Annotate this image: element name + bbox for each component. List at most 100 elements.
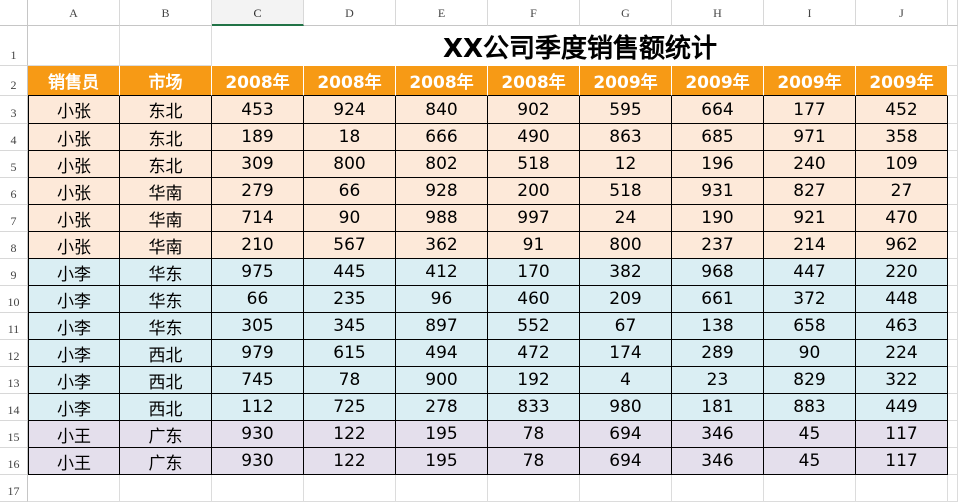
market-cell[interactable]: 华南 [120,178,212,205]
sales-value-cell[interactable]: 122 [304,448,396,475]
empty-cell[interactable] [28,475,120,502]
sales-value-cell[interactable]: 453 [212,96,304,124]
column-header-c[interactable]: C [212,0,304,26]
market-cell[interactable]: 华南 [120,232,212,259]
sales-value-cell[interactable]: 902 [488,96,580,124]
sales-value-cell[interactable]: 346 [672,421,764,448]
empty-cell[interactable] [212,475,304,502]
sales-value-cell[interactable]: 78 [488,448,580,475]
sales-value-cell[interactable]: 67 [580,313,672,340]
header-market[interactable]: 市场 [120,66,212,96]
column-header-f[interactable]: F [488,0,580,26]
sales-value-cell[interactable]: 470 [856,205,948,232]
market-cell[interactable]: 西北 [120,340,212,367]
row-header-15[interactable]: 15 [0,421,28,448]
header-year[interactable]: 2009年 [672,66,764,96]
sales-value-cell[interactable]: 78 [488,421,580,448]
sales-value-cell[interactable]: 279 [212,178,304,205]
header-year[interactable]: 2009年 [764,66,856,96]
sales-value-cell[interactable]: 930 [212,448,304,475]
market-cell[interactable]: 西北 [120,394,212,421]
salesperson-cell[interactable]: 小张 [28,96,120,124]
market-cell[interactable]: 东北 [120,96,212,124]
empty-cell[interactable] [764,475,856,502]
sales-value-cell[interactable]: 90 [304,205,396,232]
row-header-5[interactable]: 5 [0,151,28,178]
row-header-14[interactable]: 14 [0,394,28,421]
sales-value-cell[interactable]: 800 [304,151,396,178]
sales-value-cell[interactable]: 924 [304,96,396,124]
sales-value-cell[interactable]: 567 [304,232,396,259]
sales-value-cell[interactable]: 931 [672,178,764,205]
sales-value-cell[interactable]: 997 [488,205,580,232]
sales-value-cell[interactable]: 863 [580,124,672,151]
sales-value-cell[interactable]: 237 [672,232,764,259]
sales-value-cell[interactable]: 829 [764,367,856,394]
sales-value-cell[interactable]: 117 [856,421,948,448]
sales-value-cell[interactable]: 685 [672,124,764,151]
sales-value-cell[interactable]: 595 [580,96,672,124]
empty-cell[interactable] [28,26,120,66]
sales-value-cell[interactable]: 358 [856,124,948,151]
header-year[interactable]: 2009年 [856,66,948,96]
sales-value-cell[interactable]: 322 [856,367,948,394]
sales-value-cell[interactable]: 45 [764,421,856,448]
sales-value-cell[interactable]: 195 [396,448,488,475]
row-header-1[interactable]: 1 [0,26,28,66]
sales-value-cell[interactable]: 91 [488,232,580,259]
sales-value-cell[interactable]: 714 [212,205,304,232]
sales-value-cell[interactable]: 66 [212,286,304,313]
sales-value-cell[interactable]: 930 [212,421,304,448]
column-header-a[interactable]: A [28,0,120,26]
column-header-g[interactable]: G [580,0,672,26]
market-cell[interactable]: 华东 [120,259,212,286]
empty-cell[interactable] [488,475,580,502]
sales-value-cell[interactable]: 372 [764,286,856,313]
header-year[interactable]: 2008年 [304,66,396,96]
salesperson-cell[interactable]: 小张 [28,151,120,178]
sales-value-cell[interactable]: 210 [212,232,304,259]
market-cell[interactable]: 华南 [120,205,212,232]
sales-value-cell[interactable]: 96 [396,286,488,313]
empty-cell[interactable] [856,475,948,502]
sheet-title[interactable]: XX公司季度销售额统计 [212,26,948,66]
row-header-8[interactable]: 8 [0,232,28,259]
salesperson-cell[interactable]: 小李 [28,340,120,367]
header-year[interactable]: 2008年 [488,66,580,96]
sales-value-cell[interactable]: 23 [672,367,764,394]
sales-value-cell[interactable]: 897 [396,313,488,340]
sales-value-cell[interactable]: 4 [580,367,672,394]
sales-value-cell[interactable]: 900 [396,367,488,394]
column-header-i[interactable]: I [764,0,856,26]
sales-value-cell[interactable]: 449 [856,394,948,421]
row-header-4[interactable]: 4 [0,124,28,151]
sales-value-cell[interactable]: 195 [396,421,488,448]
row-header-16[interactable]: 16 [0,448,28,475]
sales-value-cell[interactable]: 463 [856,313,948,340]
row-header-12[interactable]: 12 [0,340,28,367]
salesperson-cell[interactable]: 小张 [28,205,120,232]
sales-value-cell[interactable]: 445 [304,259,396,286]
sales-value-cell[interactable]: 220 [856,259,948,286]
empty-cell[interactable] [396,475,488,502]
sales-value-cell[interactable]: 90 [764,340,856,367]
column-header-j[interactable]: J [856,0,948,26]
select-all-corner[interactable] [0,0,28,26]
sales-value-cell[interactable]: 694 [580,421,672,448]
sales-value-cell[interactable]: 962 [856,232,948,259]
sales-value-cell[interactable]: 883 [764,394,856,421]
sales-value-cell[interactable]: 745 [212,367,304,394]
sales-value-cell[interactable]: 177 [764,96,856,124]
sales-value-cell[interactable]: 447 [764,259,856,286]
sales-value-cell[interactable]: 980 [580,394,672,421]
sales-value-cell[interactable]: 278 [396,394,488,421]
sales-value-cell[interactable]: 928 [396,178,488,205]
sales-value-cell[interactable]: 240 [764,151,856,178]
sales-value-cell[interactable]: 518 [580,178,672,205]
column-header-e[interactable]: E [396,0,488,26]
sales-value-cell[interactable]: 78 [304,367,396,394]
sales-value-cell[interactable]: 490 [488,124,580,151]
empty-cell[interactable] [580,475,672,502]
sales-value-cell[interactable]: 345 [304,313,396,340]
